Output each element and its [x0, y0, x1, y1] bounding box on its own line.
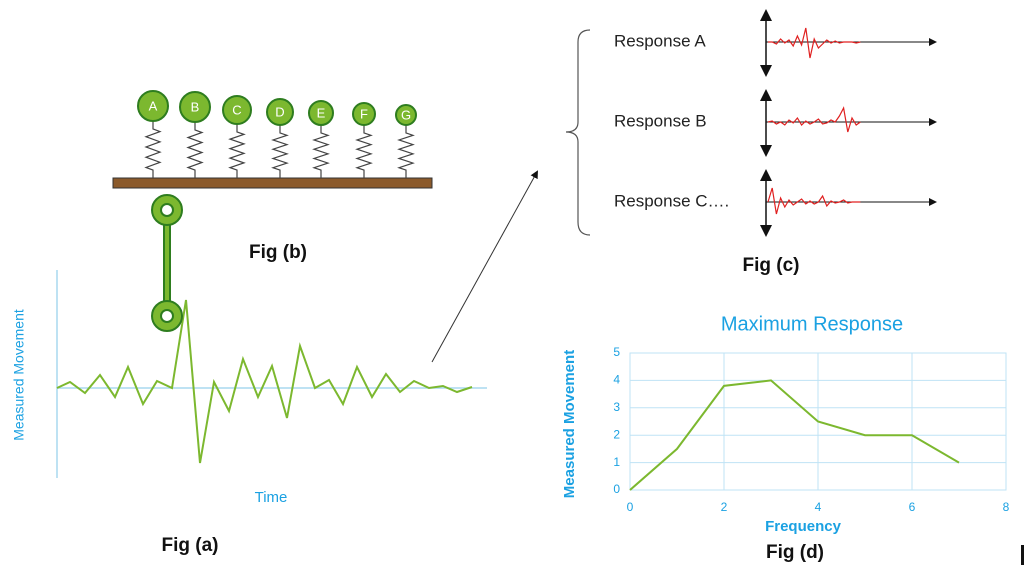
node-label: A	[149, 98, 158, 113]
response-label: Response A	[614, 31, 706, 50]
y-tick-label: 4	[613, 373, 620, 387]
response-wave	[767, 187, 861, 215]
caption: Fig (c)	[743, 255, 800, 276]
edge-mark	[1021, 545, 1024, 565]
y-tick-label: 3	[613, 400, 620, 414]
spring	[144, 121, 162, 178]
node	[352, 102, 376, 126]
node	[137, 90, 169, 122]
x-tick-label: 8	[1003, 500, 1010, 514]
waveform	[56, 299, 473, 464]
fig-c: Fig (c) Response A Response B Response C….	[565, 8, 937, 276]
spring	[186, 122, 204, 178]
y-label: Measured Movement	[561, 350, 578, 498]
beam	[112, 177, 433, 189]
spring	[355, 125, 373, 178]
response-wave	[767, 106, 861, 133]
node-label: G	[401, 107, 411, 122]
node	[308, 100, 334, 126]
caption: Fig (d)	[766, 542, 824, 563]
arrow	[431, 170, 538, 363]
spring	[312, 125, 330, 178]
data-line	[629, 379, 960, 491]
caption: Fig (b)	[249, 242, 307, 263]
y-tick-label: 2	[613, 427, 620, 441]
node-label: F	[360, 106, 368, 121]
x-tick-label: 6	[909, 500, 916, 514]
joint	[160, 309, 174, 323]
spring	[397, 125, 415, 178]
chart-title: Maximum Response	[721, 313, 903, 335]
node-label: D	[275, 104, 284, 119]
node-label: B	[191, 99, 200, 114]
spring	[271, 125, 289, 178]
brace	[565, 29, 591, 236]
x-tick-label: 2	[721, 500, 728, 514]
fig-d: Maximum Response Measured Movement Frequ…	[561, 313, 1010, 563]
x-tick-label: 0	[627, 500, 634, 514]
node	[395, 104, 417, 126]
x-label: Time	[255, 489, 288, 506]
y-label: Measured Movement	[11, 309, 27, 441]
node	[222, 95, 252, 125]
node-label: C	[232, 102, 241, 117]
fig-b: Fig (b) A B C D E F G	[112, 90, 433, 332]
node-label: E	[317, 105, 326, 120]
node	[179, 91, 211, 123]
response-label: Response C….	[614, 191, 729, 210]
response-label: Response B	[614, 111, 707, 130]
y-tick-label: 1	[613, 455, 620, 469]
caption: Fig (a)	[162, 535, 219, 556]
x-tick-label: 4	[815, 500, 822, 514]
x-label: Frequency	[765, 518, 842, 535]
response-wave	[768, 27, 861, 59]
joint	[160, 203, 174, 217]
y-tick-label: 5	[613, 345, 620, 359]
fig-a: Measured Movement Time Fig (a)	[11, 270, 487, 556]
y-tick-label: 0	[613, 482, 620, 496]
node	[266, 98, 294, 126]
spring	[228, 124, 246, 178]
